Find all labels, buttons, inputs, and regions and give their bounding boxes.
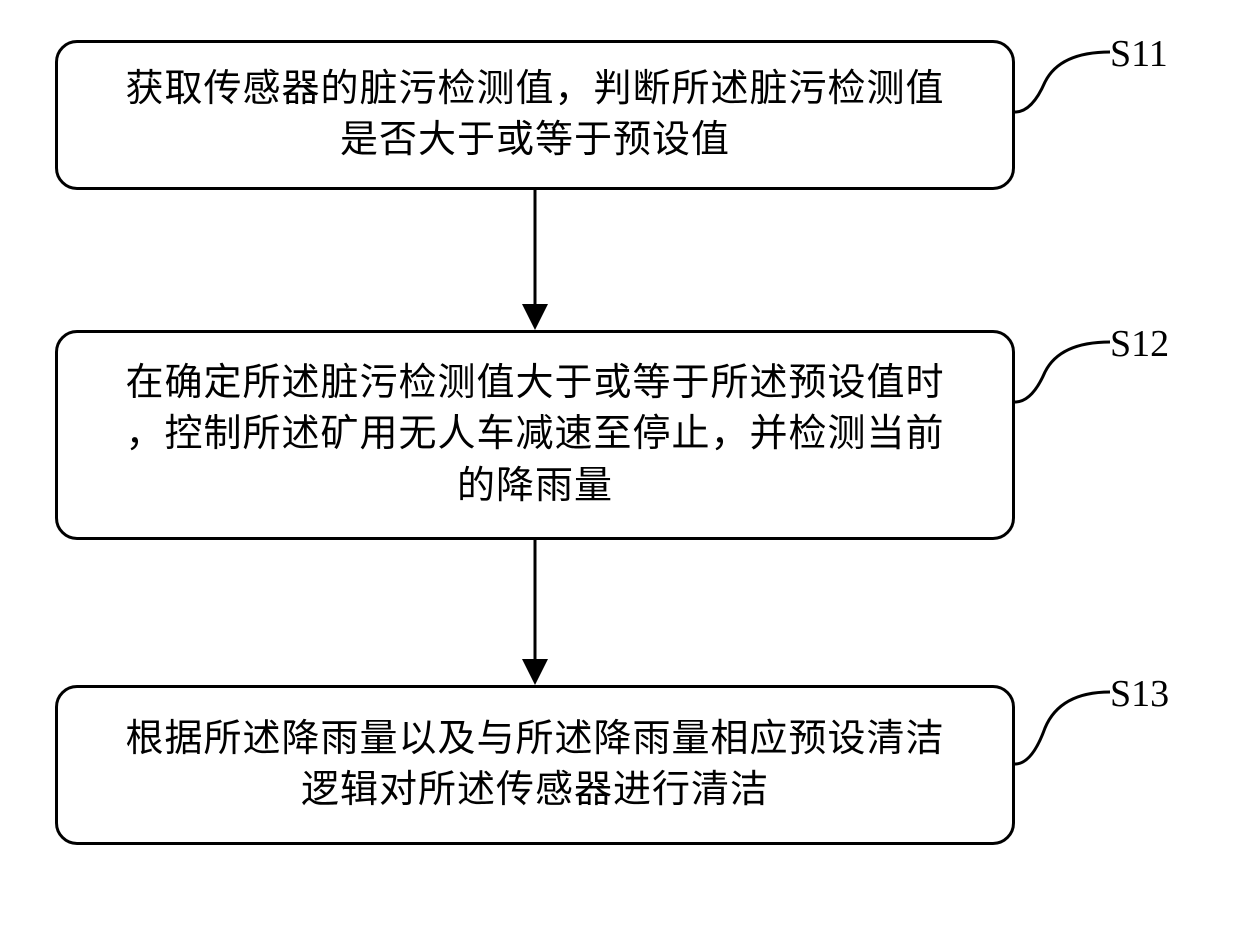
flowchart-canvas: 获取传感器的脏污检测值，判断所述脏污检测值 是否大于或等于预设值 S11 在确定… [0, 0, 1240, 941]
label-connector-s13 [0, 0, 1240, 941]
label-connector-path-s13 [1015, 692, 1110, 764]
